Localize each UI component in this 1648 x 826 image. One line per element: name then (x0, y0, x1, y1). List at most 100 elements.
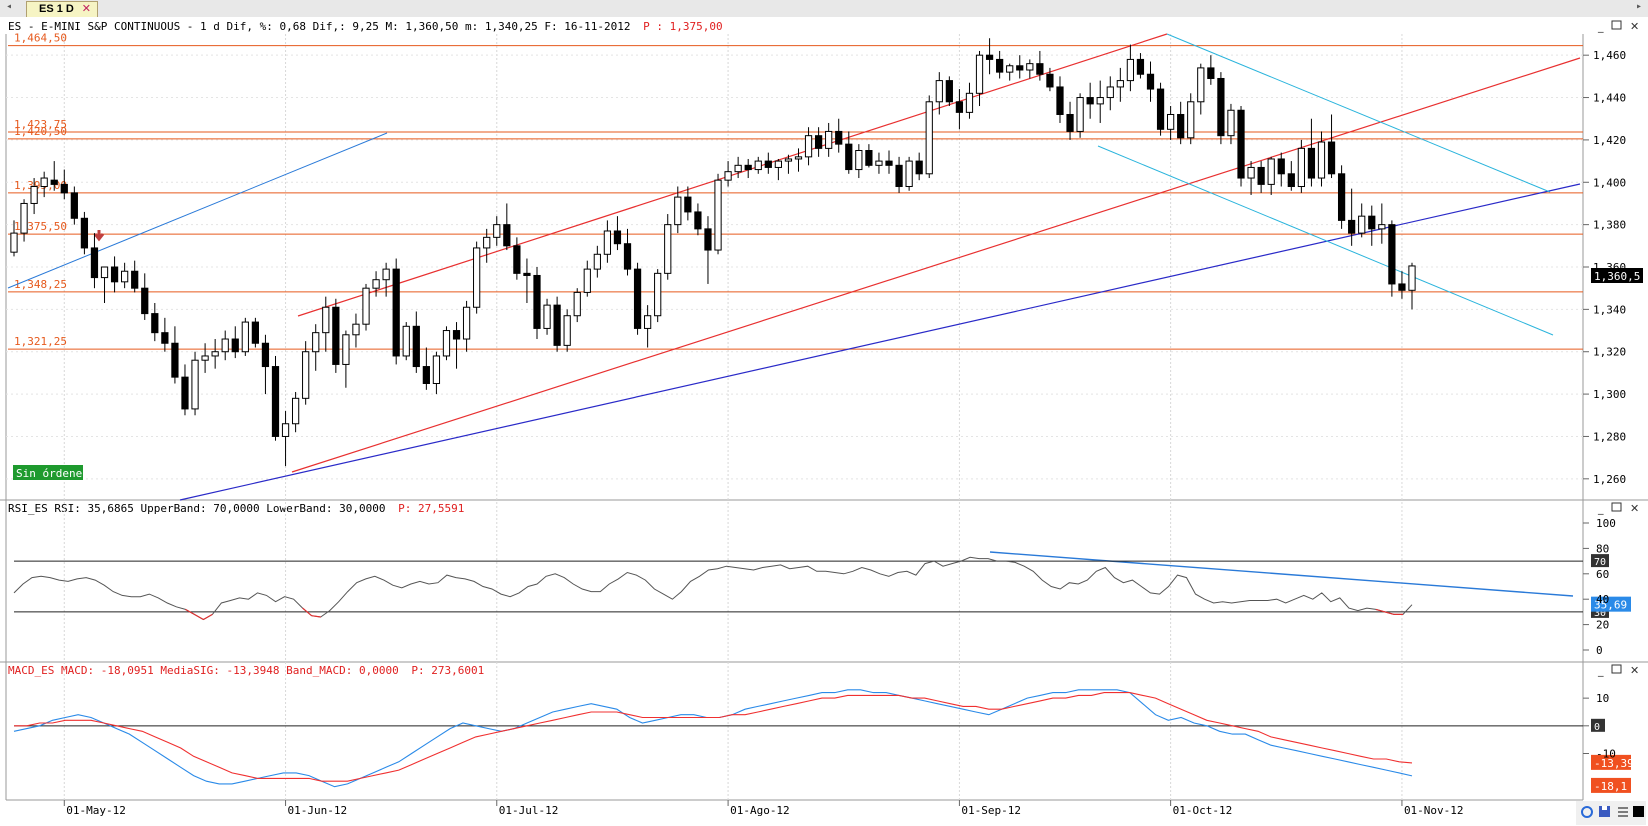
candle (814, 127, 823, 157)
candle-body (794, 156, 803, 160)
tab-scroll-right-icon[interactable]: ▸ (1635, 1, 1642, 12)
tab-scroll-left-icon[interactable]: ◂ (6, 1, 13, 12)
candle (352, 313, 360, 348)
candle (1106, 76, 1114, 111)
candle-body (885, 160, 893, 166)
candle (211, 339, 219, 369)
candle-body (221, 338, 229, 353)
price-tick-label: 1,320 (1593, 346, 1626, 359)
candle-body (633, 268, 642, 329)
rsi-minimize-icon[interactable]: _ (1597, 502, 1604, 515)
candle-body (1006, 65, 1014, 73)
rsi-tick-label: 40 (1596, 593, 1609, 606)
candle (845, 131, 853, 174)
candle (452, 322, 461, 369)
candle (1116, 67, 1124, 102)
x-tick-label: 01-Jun-12 (288, 804, 348, 817)
macd-minimize-icon[interactable]: _ (1597, 664, 1604, 677)
price-minimize-icon[interactable]: _ (1597, 20, 1604, 33)
rsi-maximize-icon[interactable] (1611, 502, 1622, 512)
candle-body (543, 304, 551, 329)
candle-body (392, 268, 400, 357)
candle (965, 82, 974, 119)
candle-body (181, 376, 189, 410)
macd-close-icon[interactable]: ✕ (1630, 664, 1639, 677)
save-icon[interactable] (1599, 806, 1610, 817)
rsi-close-icon[interactable]: ✕ (1630, 502, 1639, 515)
price-level-label: 1,348,25 (14, 278, 67, 291)
x-tick-label: 01-Sep-12 (961, 804, 1021, 817)
candle (473, 241, 481, 314)
candle-body (664, 224, 672, 274)
candle (121, 262, 129, 289)
candle-body (1146, 73, 1155, 90)
candle-body (1408, 265, 1416, 291)
candle-body (1056, 86, 1064, 115)
candle (60, 169, 68, 200)
price-tick-label: 1,400 (1593, 176, 1626, 189)
candle (181, 364, 189, 416)
candle-body (100, 266, 109, 279)
candle-body (925, 101, 933, 175)
candle-body (1106, 86, 1114, 99)
macd-maximize-icon[interactable] (1611, 664, 1622, 674)
candle-body (362, 287, 370, 325)
candle-body (422, 366, 430, 384)
price-close-icon[interactable]: ✕ (1630, 20, 1639, 33)
candle (633, 262, 642, 335)
tab-close-icon[interactable]: ✕ (81, 3, 91, 15)
candle-body (382, 268, 390, 281)
candle-body (915, 160, 923, 175)
price-maximize-icon[interactable] (1611, 20, 1622, 30)
candle-body (473, 247, 481, 308)
refresh-icon[interactable] (1581, 806, 1593, 818)
candle (1237, 106, 1245, 187)
candle (835, 118, 843, 153)
candle (191, 351, 199, 416)
candle-body (1337, 173, 1346, 221)
rsi-band-tag-bg (1591, 554, 1609, 568)
candle (462, 300, 471, 352)
candle-body (442, 330, 451, 357)
candle-body (1136, 58, 1145, 75)
candle (1126, 44, 1135, 92)
candle (865, 144, 873, 168)
candle (1257, 161, 1265, 193)
candle-body (291, 397, 300, 425)
candle (603, 220, 612, 263)
candle-body (694, 211, 702, 230)
candle-body (151, 313, 159, 334)
candle-body (583, 268, 591, 293)
candle (171, 326, 179, 384)
fullscreen-icon[interactable] (1633, 806, 1644, 817)
price-level-label: 1,423,75 (14, 118, 67, 131)
candle-body (965, 92, 974, 113)
channel-cyan-lower (1097, 145, 1554, 336)
candle-body (40, 177, 48, 188)
candle-body (1398, 283, 1406, 291)
candle-body (161, 332, 169, 344)
candle (1207, 55, 1215, 85)
candle-body (30, 186, 38, 204)
candle (141, 273, 149, 320)
candle-body (402, 325, 410, 357)
tab-bar: ◂ ES 1 D ✕ ▸ (0, 0, 1648, 18)
candle-body (1257, 166, 1265, 185)
candle-body (70, 192, 78, 219)
candle-body (10, 232, 18, 253)
candle-body (724, 171, 732, 181)
candle-body (201, 355, 209, 361)
candle (1177, 101, 1185, 145)
candle (794, 148, 803, 172)
candle (885, 150, 893, 174)
candle (764, 152, 772, 174)
tab-es-1d[interactable]: ES 1 D ✕ (26, 1, 98, 17)
sell-signal-arrow-icon (93, 230, 105, 242)
candle-body (623, 243, 632, 270)
candle-body (1207, 67, 1215, 79)
candle (664, 214, 672, 280)
tab-label: ES 1 D (39, 3, 74, 15)
macd-pane-header: MACD_ES MACD: -18,0951 MediaSIG: -13,394… (8, 664, 484, 677)
settings-icon[interactable] (1618, 807, 1628, 817)
candle (825, 122, 833, 157)
